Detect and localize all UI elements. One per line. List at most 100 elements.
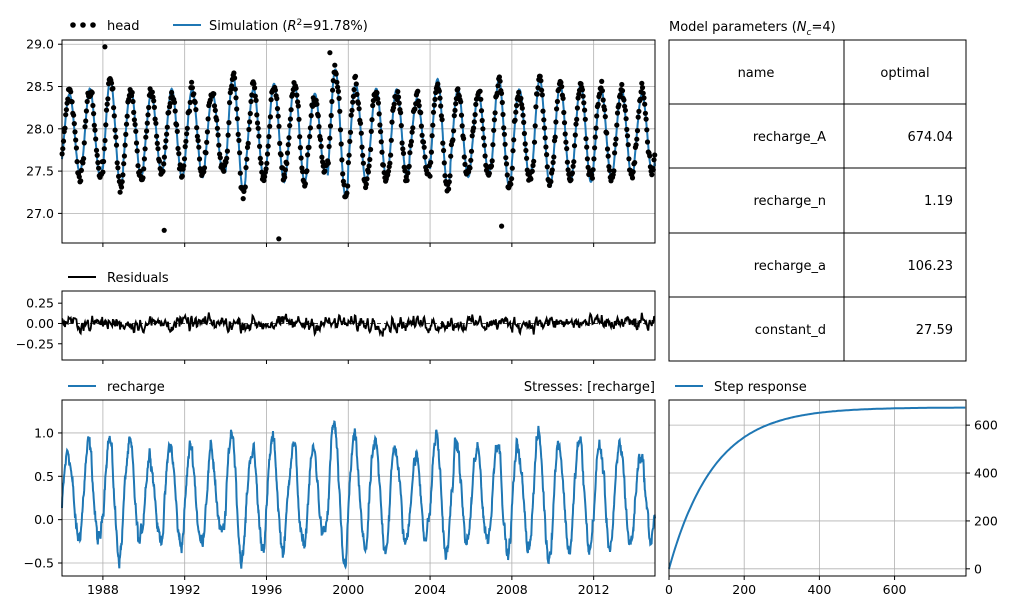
head-point: [408, 142, 414, 148]
head-point: [204, 139, 210, 145]
head-point: [73, 137, 79, 143]
head-point: [437, 95, 443, 101]
head-point: [276, 236, 282, 242]
head-point: [91, 111, 97, 117]
head-point: [229, 83, 235, 89]
head-point: [378, 129, 384, 135]
head-yticks: 27.0 27.5 28.0 28.5 29.0: [26, 37, 62, 221]
head-point: [569, 170, 576, 176]
head-point: [368, 128, 374, 134]
head-panel: 27.0 27.5 28.0 28.5 29.0: [26, 37, 658, 247]
head-point: [481, 142, 487, 148]
head-point: [327, 123, 334, 129]
head-point: [641, 95, 647, 101]
head-point: [599, 88, 606, 94]
head-point: [511, 137, 517, 143]
head-point: [531, 139, 538, 145]
head-point: [523, 147, 529, 154]
head-point: [387, 160, 393, 166]
head-point: [380, 162, 386, 168]
head-point: [336, 95, 342, 101]
head-point: [81, 140, 87, 146]
head-point: [442, 173, 448, 179]
head-point: [579, 87, 586, 93]
head-point: [149, 89, 155, 95]
head-axes-frame: [61, 39, 656, 244]
head-point: [132, 121, 138, 128]
head-point: [307, 125, 313, 131]
head-point: [619, 88, 626, 94]
head-point: [582, 107, 588, 113]
head-point: [69, 99, 75, 105]
head-point: [623, 116, 629, 122]
head-point: [625, 142, 631, 148]
head-point: [347, 138, 353, 144]
head-point: [429, 133, 435, 139]
head-point: [619, 81, 625, 88]
head-point: [479, 117, 485, 124]
head-point: [73, 145, 79, 151]
y-tick-label: 200: [974, 513, 998, 528]
head-point: [195, 137, 201, 144]
head-point: [275, 113, 281, 119]
head-point: [400, 146, 406, 152]
head-point: [451, 128, 457, 134]
head-point: [247, 119, 253, 125]
head-point: [441, 160, 447, 166]
head-point: [366, 163, 372, 169]
recharge-series: [61, 420, 656, 570]
head-point: [431, 102, 437, 108]
head-point: [103, 122, 109, 128]
head-point: [253, 97, 259, 103]
head-point: [247, 110, 253, 117]
head-point: [161, 154, 167, 160]
x-tick-label: 2004: [414, 582, 446, 597]
head-point: [486, 170, 492, 176]
head-point: [295, 103, 301, 109]
stresses-yticks: 1.0 0.5 0.0 −0.5: [24, 425, 62, 570]
head-point: [93, 147, 100, 153]
head-point: [496, 74, 502, 80]
head-point: [370, 98, 376, 104]
head-point: [498, 90, 505, 96]
head-point: [329, 98, 335, 105]
head-point: [548, 179, 554, 185]
head-point: [458, 112, 465, 118]
head-point: [256, 133, 262, 139]
head-point: [374, 90, 380, 96]
head-point: [574, 105, 581, 111]
head-point: [152, 116, 158, 122]
head-point: [71, 121, 77, 127]
head-point: [330, 87, 336, 93]
head-point: [63, 112, 69, 118]
head-point: [571, 159, 577, 165]
head-point: [446, 179, 452, 185]
head-point: [471, 119, 477, 125]
head-point: [335, 84, 341, 90]
head-point: [395, 89, 401, 95]
head-point: [347, 129, 354, 135]
y-tick-label: 0.00: [26, 316, 54, 331]
head-point: [501, 131, 507, 137]
head-point: [135, 163, 141, 169]
head-point: [182, 144, 188, 150]
head-point: [614, 122, 620, 128]
head-point: [298, 155, 304, 161]
head-point: [497, 78, 503, 84]
x-tick-label: 1988: [87, 582, 119, 597]
head-point: [580, 93, 586, 99]
head-point: [404, 177, 410, 183]
head-point: [564, 146, 570, 152]
head-point: [154, 140, 160, 146]
head-point: [522, 141, 528, 147]
head-point: [314, 101, 320, 107]
head-point: [478, 108, 485, 114]
head-point: [326, 143, 332, 150]
head-point: [308, 113, 314, 119]
head-point: [194, 133, 200, 139]
head-point: [521, 130, 528, 137]
head-point: [328, 112, 334, 119]
head-point: [72, 129, 78, 135]
head-point: [287, 116, 293, 122]
head-point: [236, 137, 242, 143]
